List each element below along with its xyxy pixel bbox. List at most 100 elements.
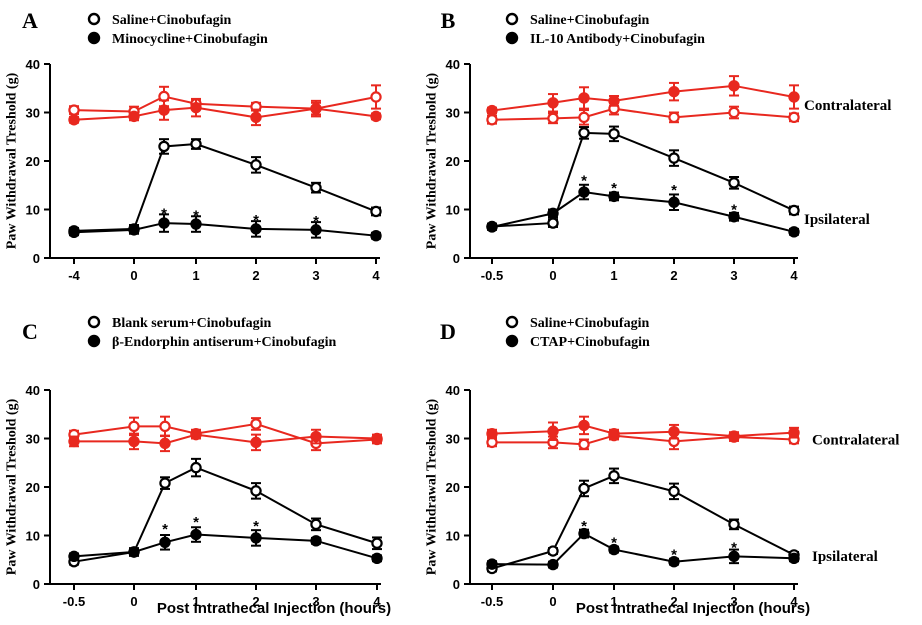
data-point-ipsilateral-filled [190,218,202,230]
data-point-ipsilateral-filled [310,535,322,547]
data-point-ipsilateral-open [728,177,740,189]
side-label-contralateral: Contralateral [804,98,891,114]
x-tick-label: 2 [252,268,259,283]
data-point-contralateral-open [668,111,680,124]
y-tick-label: 10 [26,203,40,218]
data-point-contralateral-open [68,104,80,116]
x-tick-label: 0 [130,594,137,609]
legend-marker-open [87,315,101,329]
y-tick-label: 30 [446,432,460,447]
data-point-ipsilateral-filled [486,558,498,570]
data-point-contralateral-filled [608,95,620,107]
y-tick-label: 20 [446,480,460,495]
significance-star: * [581,518,587,535]
data-point-ipsilateral-filled [486,221,498,233]
legend-marker-filled [505,334,519,348]
data-point-contralateral-open [486,114,498,126]
series-line-contralateral-filled [491,84,795,112]
data-point-ipsilateral-filled [608,543,620,556]
series-line-ipsilateral-filled [491,190,795,233]
side-label-ipsilateral: Ipsilateral [812,549,878,565]
data-point-contralateral-filled [159,437,171,450]
series-line-contralateral-open [492,434,795,446]
x-tick-label: 1 [192,594,199,609]
data-point-contralateral-filled [486,104,498,117]
data-point-ipsilateral-filled [68,550,80,563]
data-point-ipsilateral-open [728,518,740,531]
data-point-contralateral-filled [788,91,800,103]
data-point-contralateral-open [250,418,262,430]
data-point-contralateral-filled [128,110,140,123]
y-tick-label: 10 [26,529,40,544]
significance-star: * [731,202,737,219]
data-point-contralateral-filled [310,102,322,115]
y-tick-label: 40 [26,383,40,398]
significance-star: * [162,521,168,538]
data-point-ipsilateral-filled [578,527,590,540]
data-point-ipsilateral-open [547,545,559,557]
data-point-ipsilateral-open [310,181,322,194]
x-tick-label: 4 [790,594,798,609]
data-point-contralateral-filled [578,419,590,432]
legend-label: CTAP+Cinobufagin [530,335,650,350]
y-tick-label: 30 [26,106,40,121]
legend-marker-open [87,12,101,26]
data-point-ipsilateral-filled [68,226,80,238]
data-point-ipsilateral-filled [250,532,262,544]
data-point-contralateral-open [128,420,140,433]
x-tick-label: -0.5 [481,594,503,609]
data-point-ipsilateral-open [190,461,202,474]
series-line-contralateral-open [491,107,795,121]
data-point-ipsilateral-open [250,159,262,171]
significance-star: * [193,207,199,224]
y-axis-label: Paw Withdrawal Treshold (g) [425,398,440,575]
data-point-ipsilateral-open [668,152,680,164]
x-tick-label: 3 [312,268,319,283]
y-tick-label: 0 [453,577,460,592]
series-line-ipsilateral-open [491,131,795,228]
y-tick-label: 20 [26,154,40,169]
y-tick-label: 30 [26,432,40,447]
legend-label: Saline+Cinobufagin [530,13,649,28]
data-point-ipsilateral-open [370,205,382,218]
data-point-contralateral-open [578,438,590,451]
data-point-ipsilateral-filled [788,552,800,564]
x-tick-label: -0.5 [481,268,503,283]
data-point-contralateral-filled [608,427,620,440]
series-line-ipsilateral-filled [491,532,795,566]
data-point-ipsilateral-open [578,127,590,139]
data-point-ipsilateral-filled [728,550,740,563]
y-tick-label: 20 [446,154,460,169]
data-point-contralateral-open [547,112,559,125]
data-point-contralateral-filled [68,114,80,126]
legend-marker-open [505,12,519,26]
legend-label: Saline+Cinobufagin [112,13,231,28]
x-tick-label: -4 [68,268,80,283]
data-point-ipsilateral-open [668,485,680,498]
x-tick-label: 1 [192,268,199,283]
x-tick-label: 3 [730,268,737,283]
data-point-ipsilateral-filled [370,229,382,242]
data-point-contralateral-open [370,91,382,103]
x-tick-label: 1 [610,594,617,609]
y-tick-label: 40 [446,383,460,398]
data-point-ipsilateral-filled [547,558,559,571]
y-axis-label: Paw Withdrawal Treshold (g) [425,72,440,249]
panel-letter: A [22,8,38,33]
panel-letter: B [441,8,456,33]
legend-marker-filled [87,31,101,45]
legend-label: β-Endorphin antiserum+Cinobufagin [112,335,336,350]
legend-label: IL-10 Antibody+Cinobufagin [530,32,705,47]
significance-star: * [581,172,587,189]
side-label-ipsilateral: Ipsilateral [804,212,870,228]
legend-marker-open [505,315,519,329]
x-tick-label: 4 [790,268,798,283]
data-point-ipsilateral-filled [159,536,171,548]
data-point-contralateral-filled [486,427,498,440]
x-tick-label: -0.5 [63,594,85,609]
y-tick-label: 40 [446,57,460,72]
data-point-ipsilateral-filled [128,224,140,236]
data-point-contralateral-filled [578,92,590,104]
